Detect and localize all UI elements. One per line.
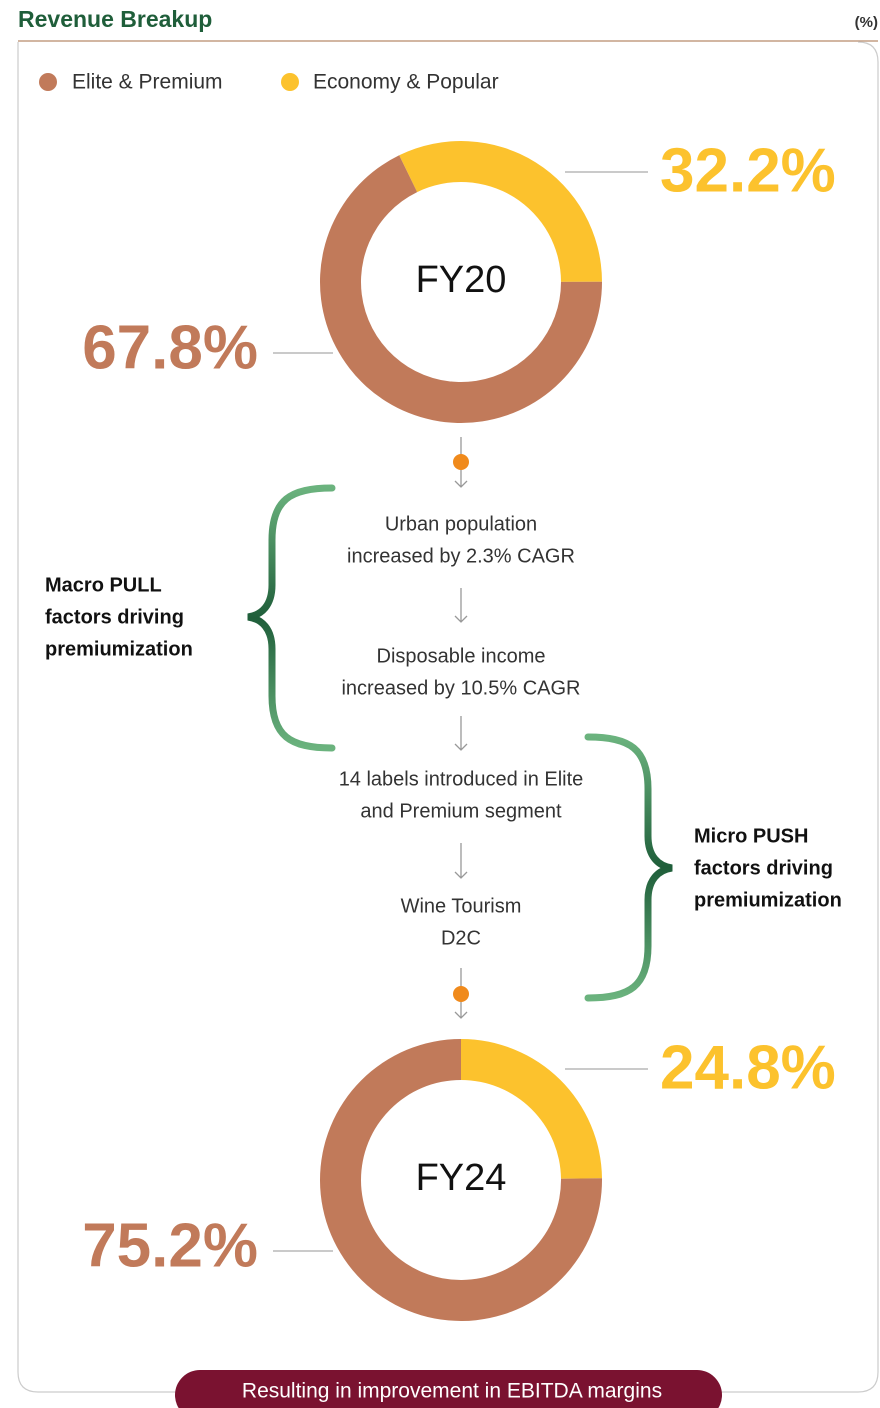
legend-label: Economy & Popular	[313, 71, 499, 94]
push-label: Micro PUSH	[694, 825, 808, 847]
flow-step: Urban population	[385, 513, 537, 535]
flow-step: increased by 2.3% CAGR	[347, 545, 575, 567]
donut-center-label: FY24	[416, 1157, 507, 1199]
push-label: premiumization	[694, 889, 842, 911]
unit: (%)	[855, 14, 878, 31]
value-label: 67.8%	[82, 313, 258, 382]
flow-step: Wine Tourism	[401, 895, 522, 917]
pull-label: factors driving	[45, 606, 184, 628]
pull-label: premiumization	[45, 638, 193, 660]
legend-swatch	[39, 73, 57, 91]
legend-label: Elite & Premium	[72, 71, 223, 94]
flow-step: Disposable income	[377, 645, 546, 667]
brace	[248, 488, 332, 748]
value-label: 32.2%	[660, 136, 836, 205]
flow-step: 14 labels introduced in Elite	[339, 768, 584, 790]
value-label: 75.2%	[82, 1211, 258, 1280]
footer-text: Resulting in improvement in EBITDA margi…	[242, 1380, 662, 1403]
flow-step: and Premium segment	[360, 800, 562, 822]
brace	[588, 737, 672, 998]
title: Revenue Breakup	[18, 6, 212, 32]
flow-step: D2C	[441, 927, 481, 949]
value-label: 24.8%	[660, 1033, 836, 1102]
page: Revenue Breakup (%) Elite & Premium Econ…	[0, 0, 880, 1408]
push-label: factors driving	[694, 857, 833, 879]
legend-swatch	[281, 73, 299, 91]
flow-step: increased by 10.5% CAGR	[341, 677, 580, 699]
pull-label: Macro PULL	[45, 574, 162, 596]
donut-center-label: FY20	[416, 259, 507, 301]
